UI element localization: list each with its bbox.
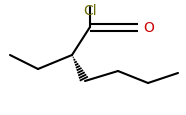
- Text: O: O: [143, 21, 154, 35]
- Text: Cl: Cl: [83, 4, 97, 18]
